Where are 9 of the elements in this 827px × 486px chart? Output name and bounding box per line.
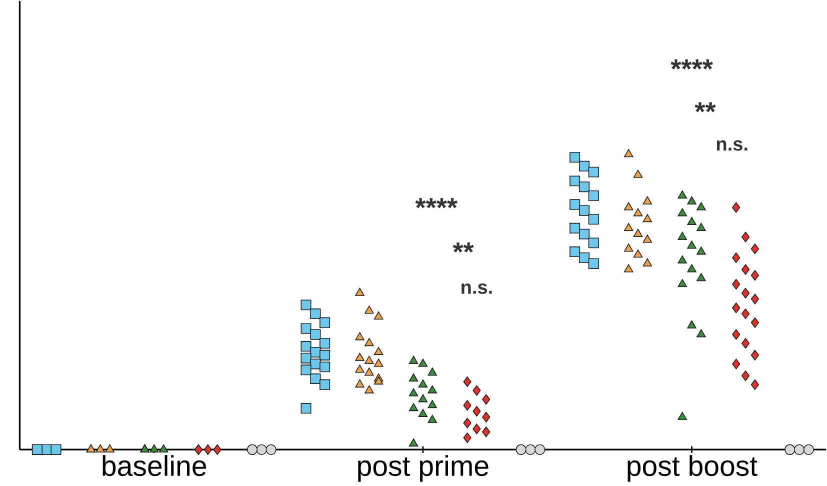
annotation: ** [452, 242, 474, 252]
text: n.s. [716, 140, 748, 151]
text: ** [694, 102, 716, 112]
x-tick-label: baseline [102, 454, 206, 476]
text: **** [670, 59, 713, 70]
x-tick-label: post prime [358, 454, 488, 482]
annotation: n.s. [462, 283, 492, 294]
x-tick-label: post boost [628, 454, 758, 482]
annotation: **** [415, 198, 458, 208]
